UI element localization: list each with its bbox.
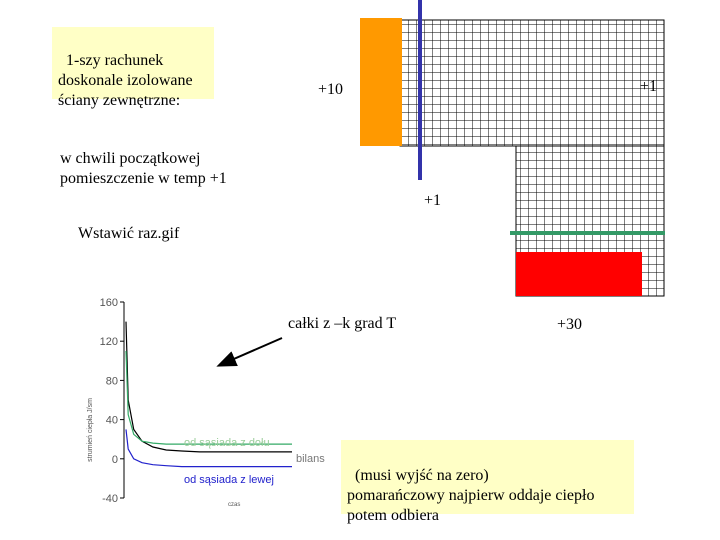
y-tick-label: -40: [102, 493, 118, 505]
heat-flux-chart: 160 120 80 40 0 -40 strumień ciepła J/sm czas od…: [80, 290, 340, 510]
plus1-top-label: +1: [640, 78, 658, 95]
series-label-green: od sąsiada z dołu: [184, 437, 270, 449]
note-bottom-text: (musi wyjść na zero) pomarańczowy najpie…: [347, 467, 595, 524]
plus10-label: +10: [318, 81, 344, 98]
orange-block: [360, 18, 402, 146]
series-label-black: bilans: [296, 453, 325, 465]
initial-state-label: w chwili początkowej pomieszczenie w tem…: [60, 150, 227, 187]
y-axis-title: strumień ciepła J/sm: [87, 398, 94, 462]
note-bottom-box: (musi wyjść na zero) pomarańczowy najpie…: [341, 440, 634, 524]
series-line-bilans: [125, 321, 292, 453]
y-tick-label: 120: [100, 336, 118, 348]
series-label-blue: od sąsiada z lewej: [184, 474, 274, 486]
y-tick-label: 40: [106, 415, 118, 427]
note-title-box: 1-szy rachunek doskonale izolowane ścian…: [52, 27, 214, 109]
y-tick-label: 0: [112, 454, 118, 466]
pointer-arrow: [216, 337, 283, 367]
y-tick-label: 160: [100, 297, 118, 309]
series-line-od-sąsiada-z-dołu: [125, 350, 292, 445]
plus30-label: +30: [557, 316, 583, 333]
y-tick-label: 80: [106, 375, 118, 387]
insert-gif-label: Wstawić raz.gif: [78, 225, 180, 242]
integrals-label: całki z –k grad T: [288, 315, 397, 332]
note-title-text: 1-szy rachunek doskonale izolowane ścian…: [58, 52, 193, 109]
heat-flux-chart-svg: 160 120 80 40 0 -40 strumień ciepła J/sm czas od…: [87, 297, 325, 508]
red-block: [516, 252, 642, 296]
plus1-mid-label: +1: [424, 192, 442, 209]
series-line-od-sąsiada-z-lewej: [125, 429, 292, 468]
x-axis-title: czas: [228, 502, 240, 508]
grid-upper-region: [399, 19, 665, 147]
